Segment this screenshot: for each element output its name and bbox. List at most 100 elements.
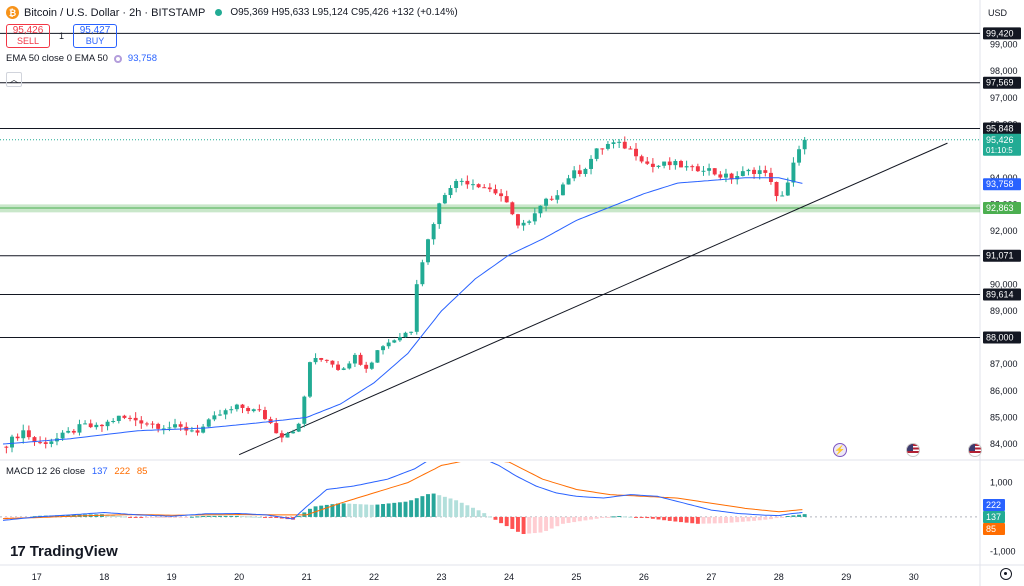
candle-body: [161, 428, 166, 430]
candle-body: [684, 166, 689, 168]
candle-body: [330, 360, 335, 365]
macd-histogram-bar: [352, 503, 357, 517]
currency-label[interactable]: USD: [988, 8, 1008, 18]
macd-value-tag: [983, 523, 1005, 535]
macd-line: [2, 462, 803, 521]
ema-legend[interactable]: EMA 50 close 0 EMA 50 93,758: [6, 53, 157, 64]
chevron-up-icon[interactable]: ︿: [6, 72, 22, 87]
candle-body: [656, 165, 661, 167]
buy-price: 95,427: [79, 25, 111, 36]
candle-body: [611, 142, 616, 144]
macd-histogram-bar: [628, 516, 633, 518]
candle-body: [122, 415, 127, 418]
level-price-tag: [983, 27, 1021, 40]
candle-body: [532, 213, 537, 222]
time-tick-label: 22: [369, 572, 379, 582]
candle-body: [201, 426, 206, 433]
macd-histogram-bar: [128, 516, 133, 518]
candle-body: [369, 362, 374, 369]
macd-histogram-bar: [617, 516, 622, 518]
candle-body: [465, 180, 470, 185]
sell-button[interactable]: 95,426 SELL: [6, 24, 50, 48]
macd-histogram-bar: [358, 504, 363, 517]
candle-body: [448, 188, 453, 196]
market-open-icon: [215, 9, 223, 16]
macd-legend[interactable]: MACD 12 26 close 137 222 85: [6, 466, 147, 477]
candle-body: [319, 358, 324, 360]
candle-body: [707, 168, 712, 171]
tradingview-logo[interactable]: 17 TradingView: [10, 543, 118, 560]
trade-buttons: 95,426 SELL 1 95,427 BUY: [6, 24, 118, 48]
ema-settings-icon[interactable]: [113, 54, 122, 63]
macd-histogram-bar: [752, 516, 757, 521]
candle-body: [723, 173, 728, 178]
macd-tick-label: 1,000: [990, 478, 1013, 488]
macd-histogram-bar: [195, 516, 200, 518]
current-price-tag: [983, 133, 1021, 156]
macd-histogram-bar: [493, 516, 498, 520]
signal-value: 222: [114, 466, 131, 477]
candle-body: [128, 417, 133, 419]
candle-body: [690, 166, 695, 168]
time-tick-label: 19: [167, 572, 177, 582]
candle-body: [476, 184, 481, 188]
current-price-label: 95,426: [986, 135, 1014, 145]
news-event-icon[interactable]: ⚡: [833, 443, 847, 457]
macd-histogram-bar: [156, 516, 161, 518]
candle-body: [740, 171, 745, 176]
macd-histogram-bar: [105, 514, 110, 517]
time-tick-label: 17: [32, 572, 42, 582]
candle-body: [195, 430, 200, 433]
macd-histogram-bar: [111, 515, 116, 517]
macd-histogram-bar: [263, 516, 267, 518]
level-price-tag: [983, 202, 1021, 215]
candle-body: [572, 170, 577, 179]
macd-histogram-bar: [420, 496, 425, 517]
macd-histogram-bar: [774, 516, 779, 519]
candle-body: [49, 441, 54, 444]
candle-body: [364, 364, 369, 369]
bitcoin-icon: ₿: [6, 6, 19, 19]
candle-body: [712, 168, 717, 175]
macd-histogram-bar: [594, 516, 599, 519]
settings-icon[interactable]: [1000, 568, 1012, 580]
time-tick-label: 26: [639, 572, 649, 582]
macd-histogram-bar: [251, 516, 256, 518]
time-tick-label: 21: [302, 572, 312, 582]
candle-body: [549, 198, 554, 200]
candle-body: [566, 178, 571, 185]
candle-body: [94, 424, 99, 428]
macd-histogram-bar: [532, 516, 537, 534]
ohlc-values: O95,369 H95,633 L95,124 C95,426 +132 (+0…: [230, 7, 458, 18]
candle-body: [577, 170, 582, 175]
symbol-title[interactable]: Bitcoin / U.S. Dollar · 2h · BITSTAMP: [24, 6, 206, 19]
macd-histogram-bar: [650, 516, 655, 519]
macd-histogram-bar: [560, 516, 565, 524]
macd-histogram-bar: [504, 516, 509, 527]
price-tick-label: 85,000: [990, 412, 1018, 422]
candle-body: [555, 195, 560, 200]
macd-histogram-bar: [229, 515, 234, 517]
candle-body: [752, 169, 757, 174]
us-flag-event-icon[interactable]: [906, 443, 920, 457]
us-flag-event-icon[interactable]: [968, 443, 982, 457]
buy-button[interactable]: 95,427 BUY: [73, 24, 118, 48]
macd-histogram-bar: [667, 516, 672, 521]
level-price-tag: [983, 249, 1021, 262]
macd-histogram-bar: [679, 516, 683, 523]
candle-body: [43, 442, 48, 444]
macd-histogram-bar: [459, 502, 464, 517]
macd-histogram-bar: [274, 516, 279, 518]
level-price-tag: [983, 76, 1021, 89]
candle-body: [71, 430, 76, 433]
candle-body: [178, 424, 183, 427]
candle-body: [746, 169, 751, 172]
level-price-label: 95,848: [986, 124, 1014, 134]
candle-body: [347, 363, 352, 369]
time-tick-label: 20: [234, 572, 244, 582]
candle-body: [622, 141, 627, 149]
trendline: [238, 142, 948, 456]
candle-body: [15, 436, 20, 439]
macd-histogram-bar: [605, 516, 610, 518]
